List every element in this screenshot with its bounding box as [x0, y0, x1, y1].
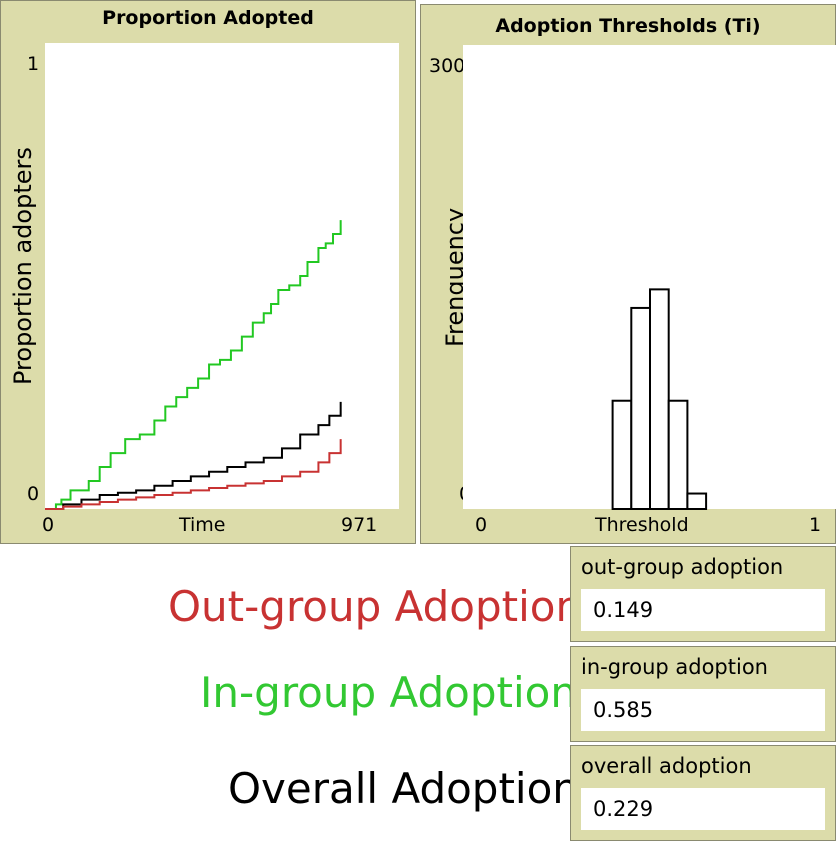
- overall-adoption-monitor: overall adoption 0.229: [570, 745, 836, 841]
- histogram-bar-3: [667, 399, 689, 511]
- monitor-value: 0.229: [581, 788, 825, 830]
- x-axis-label: Threshold: [595, 514, 689, 536]
- histogram-bar-2: [649, 288, 670, 510]
- x-axis-label: Time: [179, 514, 226, 536]
- series-line-0: [45, 220, 342, 510]
- out-group-adoption-label: Out-group Adoption: [168, 582, 583, 631]
- histogram-svg: [611, 288, 708, 511]
- adoption-thresholds-plot: Adoption Thresholds (Ti) 300 0 Frenquenc…: [420, 4, 836, 544]
- monitor-value: 0.585: [581, 689, 825, 731]
- proportion-adopted-plot: Proportion Adopted 1 0 Proportion adopte…: [0, 0, 416, 544]
- y-axis-label: Proportion adopters: [9, 147, 37, 385]
- x-min-label: 0: [475, 514, 488, 536]
- y-max-label: 300: [429, 55, 466, 77]
- series-line-1: [45, 401, 342, 510]
- plot-title: Adoption Thresholds (Ti): [495, 15, 761, 37]
- monitor-value: 0.149: [581, 589, 825, 631]
- line-chart-svg: [45, 220, 342, 510]
- monitor-name: overall adoption: [581, 754, 752, 778]
- series-line-2: [45, 439, 342, 510]
- x-max-label: 1: [809, 514, 822, 536]
- histogram-bar-4: [686, 492, 708, 510]
- x-min-label: 0: [42, 514, 55, 536]
- overall-adoption-label: Overall Adoption: [228, 764, 579, 813]
- in-group-adoption-monitor: in-group adoption 0.585: [570, 646, 836, 742]
- x-max-label: 971: [341, 514, 378, 536]
- histogram-bar-1: [630, 306, 652, 510]
- out-group-adoption-monitor: out-group adoption 0.149: [570, 546, 836, 642]
- histogram-bar-0: [611, 399, 633, 511]
- y-min-label: 0: [27, 483, 40, 505]
- in-group-adoption-label: In-group Adoption: [200, 668, 577, 717]
- monitor-name: in-group adoption: [581, 655, 768, 679]
- monitor-name: out-group adoption: [581, 555, 784, 579]
- plot-title: Proportion Adopted: [102, 7, 314, 29]
- plot-canvas: [463, 45, 836, 511]
- y-max-label: 1: [27, 53, 40, 75]
- plot-canvas: [45, 43, 399, 510]
